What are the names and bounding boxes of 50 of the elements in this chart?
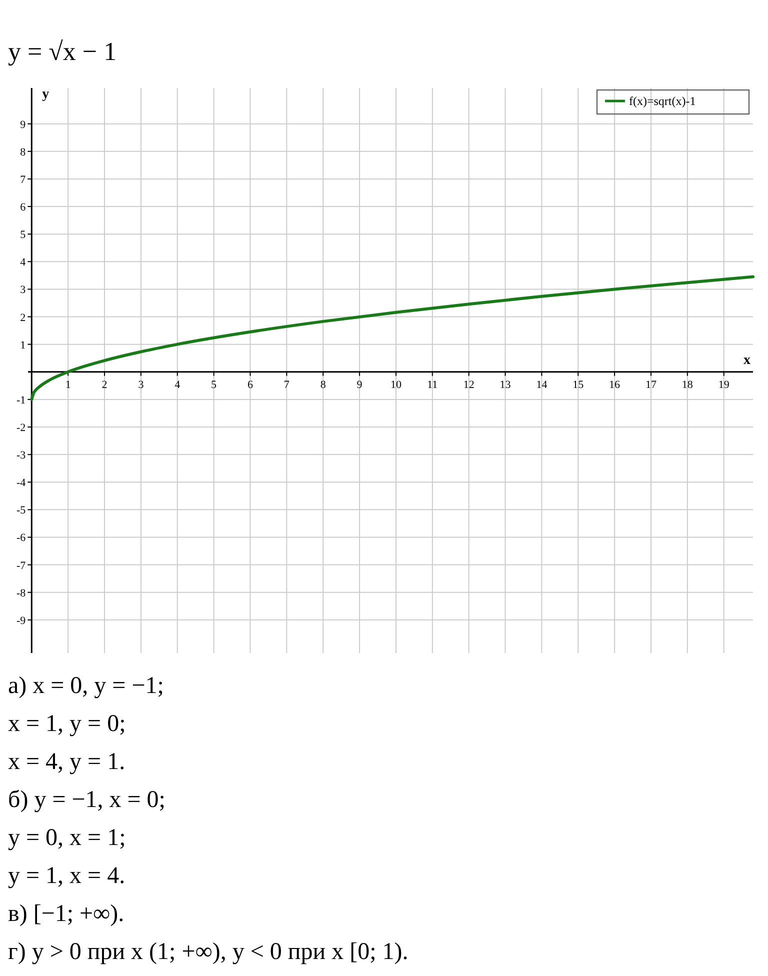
x-tick-label: 16 (609, 378, 621, 391)
y-tick-label: 1 (20, 339, 26, 352)
x-tick-label: 11 (427, 378, 438, 391)
y-tick-label: 3 (20, 284, 26, 296)
y-tick-label: -7 (16, 560, 26, 572)
y-tick-label: -2 (16, 422, 26, 434)
y-tick-label: 7 (20, 174, 26, 186)
x-tick-label: 8 (320, 378, 326, 391)
text: в) [−1; +∞). (8, 901, 124, 927)
text: y = 0, x = 1; (8, 825, 126, 851)
y-tick-label: -9 (16, 614, 26, 627)
y-tick-label: 6 (20, 202, 26, 214)
x-tick-label: 7 (284, 378, 290, 391)
line-series (30, 275, 754, 401)
text: г) y > 0 при x (1; +∞), y < 0 при x [0; 1). (8, 939, 408, 965)
x-tick-label: 10 (390, 378, 402, 391)
x-tick-label: 3 (138, 378, 144, 391)
x-tick-label: 4 (174, 378, 181, 391)
y-tick-label: -3 (16, 450, 26, 462)
x-tick-label: 12 (463, 378, 474, 391)
y-tick-label: 2 (20, 312, 26, 324)
text: а) x = 0, y = −1; (8, 673, 164, 699)
y-tick-label: 9 (20, 118, 26, 131)
x-tick-label: 17 (645, 378, 657, 391)
legend-label: f(x)=sqrt(x)-1 (629, 94, 696, 108)
y-axis-title: y (42, 87, 50, 102)
y-tick-label: -1 (16, 394, 26, 406)
x-tick-label: 6 (247, 378, 254, 391)
x-tick-label: 13 (500, 378, 512, 391)
x-tick-label: 15 (572, 378, 584, 391)
x-tick-label: 5 (211, 378, 218, 391)
x-tick-label: 2 (102, 378, 108, 391)
y-tick-label: -4 (16, 477, 26, 490)
x-tick-label: 9 (356, 378, 363, 391)
text: б) y = −1, x = 0; (8, 787, 166, 813)
text: x = 1, y = 0; (8, 711, 126, 737)
y-tick-label: 4 (20, 256, 26, 269)
y-tick-label: -6 (16, 532, 26, 544)
text: x = 4, y = 1. (8, 749, 126, 775)
x-tick-label: 1 (65, 378, 71, 391)
x-axis-title: x (744, 352, 750, 368)
y-tick-label: -8 (16, 587, 26, 600)
x-tick-label: 18 (682, 378, 694, 391)
y-tick-label: 8 (20, 146, 26, 158)
chart-title: y = √x − 1 (8, 37, 117, 66)
y-tick-label: -5 (16, 504, 26, 517)
y-tick-label: 5 (20, 229, 26, 242)
text: y = 1, x = 4. (8, 863, 126, 889)
x-tick-label: 19 (718, 378, 730, 391)
x-tick-label: 14 (536, 378, 548, 391)
